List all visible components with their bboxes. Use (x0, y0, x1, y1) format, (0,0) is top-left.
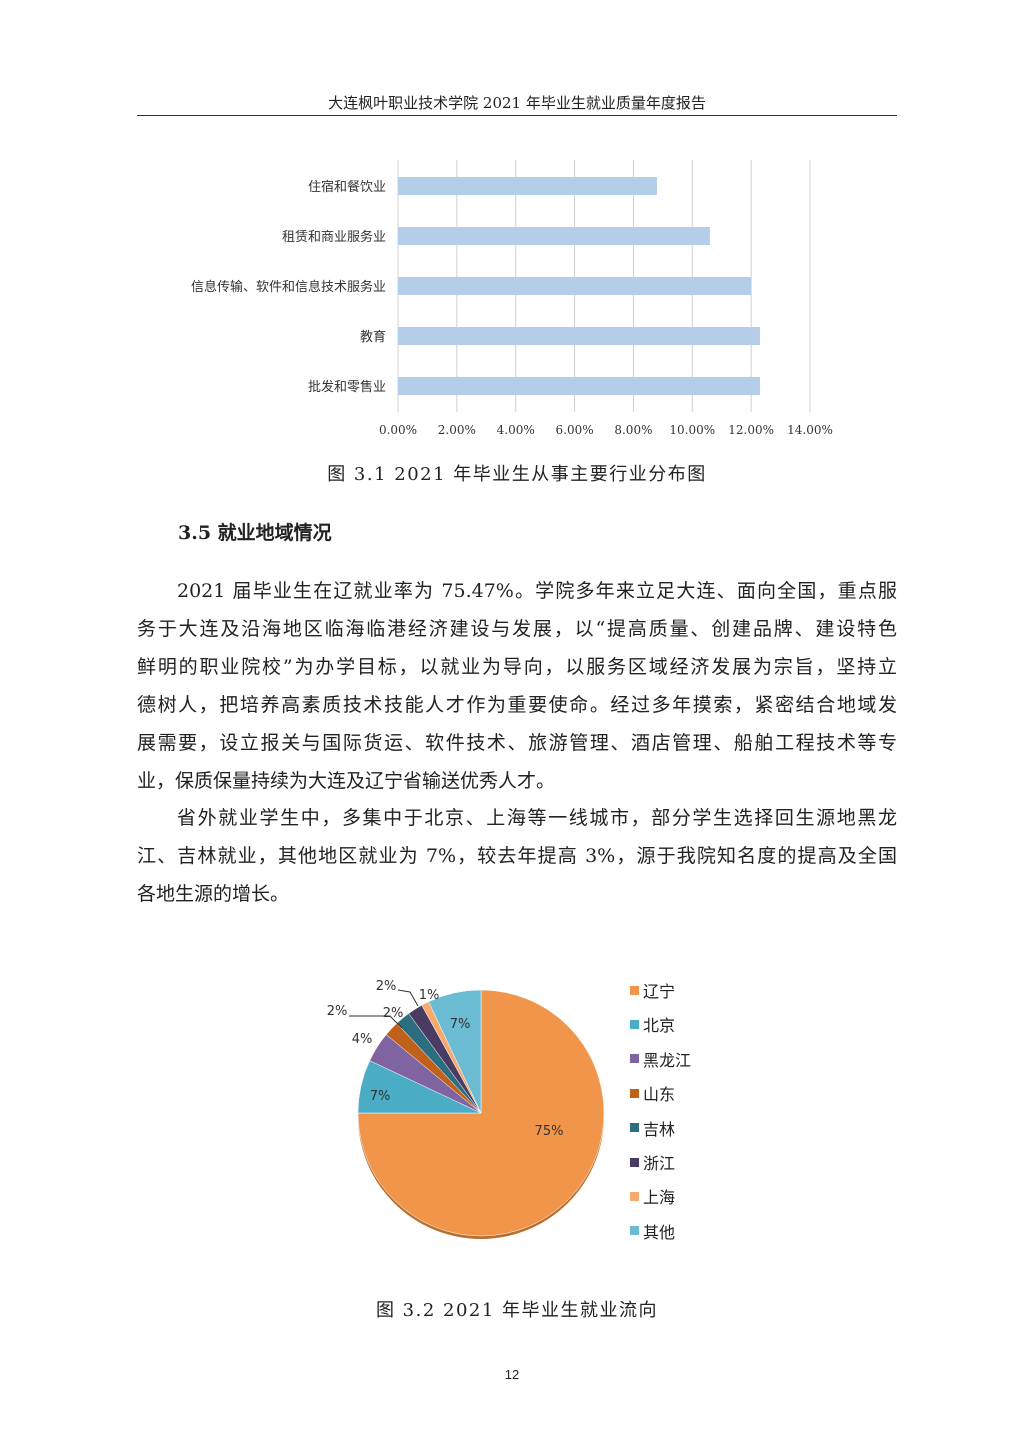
data-label: 7% (450, 1017, 471, 1032)
legend-item: 其他 (630, 1221, 676, 1242)
category-label: 教育 (360, 329, 386, 345)
legend-item: 北京 (630, 1014, 676, 1036)
legend-swatch (630, 1157, 639, 1167)
header-rule (137, 115, 897, 116)
legend-swatch (630, 1019, 639, 1029)
legend-item: 辽宁 (630, 980, 676, 1001)
pie-slice (428, 989, 482, 1114)
leader-line (349, 1015, 403, 1029)
figure-3-1-caption: 图 3.1 2021 年毕业生从事主要行业分布图 (327, 464, 707, 485)
paragraph-1: 2021 届毕业生在辽就业率为 75.47%。学院多年来立足大连、面向全国，重点… (137, 572, 897, 800)
category-label: 信息传输、软件和信息技术服务业 (191, 279, 386, 295)
legend-swatch (630, 1123, 639, 1133)
x-tick-label: 8.00% (614, 423, 652, 437)
data-label: 2% (376, 979, 397, 994)
legend-label: 上海 (643, 1188, 676, 1208)
data-label: 75% (535, 1124, 564, 1139)
x-tick-label: 10.00% (669, 423, 715, 437)
legend-label: 浙江 (643, 1154, 676, 1173)
bar (398, 277, 752, 295)
x-tick-label: 14.00% (787, 423, 833, 437)
text-line: 业，保质保量持续为大连及辽宁省输送优秀人才。 (137, 770, 556, 792)
data-label: 2% (327, 1004, 348, 1019)
legend-label: 黑龙江 (643, 1050, 692, 1070)
text-line: 鲜明的职业院校”为办学目标，以就业为导向，以服务区域经济发展为宗旨，坚持立 (137, 656, 897, 678)
legend-item: 黑龙江 (630, 1049, 692, 1070)
legend-label: 辽宁 (643, 982, 676, 1001)
category-label: 批发和零售业 (308, 379, 386, 395)
text-line: 省外就业学生中，多集中于北京、上海等一线城市，部分学生选择回生源地黑龙 (177, 807, 897, 829)
text-line: 务于大连及沿海地区临海临港经济建设与发展，以“提高质量、创建品牌、建设特色 (137, 618, 897, 640)
legend-label: 吉林 (643, 1119, 676, 1139)
industry-bar-chart: 0.00% 2.00% 4.00% 6.00% 8.00% 10.00% 12.00% 14.… (191, 160, 833, 437)
data-label: 1% (419, 988, 440, 1003)
page-number: 12 (504, 1367, 520, 1382)
text-line: 江、吉林就业，其他地区就业为 7%，较去年提高 3%，源于我院知名度的提高及全国 (137, 845, 897, 867)
running-header: 大连枫叶职业技术学院 2021 年毕业生就业质量年度报告 (328, 94, 706, 112)
data-label: 2% (383, 1006, 404, 1021)
bar (398, 227, 710, 245)
legend-item: 上海 (630, 1186, 676, 1208)
legend-swatch (630, 1088, 639, 1098)
bar (398, 327, 760, 345)
legend-swatch (630, 985, 639, 995)
text-line: 2021 届毕业生在辽就业率为 75.47%。学院多年来立足大连、面向全国，重点… (177, 580, 897, 602)
legend-label: 其他 (643, 1222, 676, 1242)
legend-item: 吉林 (630, 1118, 676, 1139)
section-heading: 3.5 就业地域情况 (178, 522, 332, 544)
x-tick-label: 0.00% (379, 423, 417, 437)
employment-flow-pie-chart: 75% 7% 4% 2% 2% 2% 1% 7% (327, 979, 605, 1239)
data-label: 4% (352, 1032, 373, 1047)
text-line: 德树人，把培养高素质技术技能人才作为重要使命。经过多年摸索，紧密结合地域发 (137, 694, 897, 716)
x-tick-label: 4.00% (497, 423, 535, 437)
x-tick-label: 12.00% (728, 423, 774, 437)
category-label: 住宿和餐饮业 (308, 179, 386, 195)
legend-label: 北京 (643, 1016, 676, 1036)
x-tick-label: 2.00% (438, 423, 476, 437)
data-label: 7% (370, 1089, 391, 1104)
legend-item: 山东 (630, 1083, 676, 1105)
leader-line (397, 989, 419, 1007)
bar (398, 377, 760, 395)
legend-label: 山东 (643, 1085, 676, 1105)
text-line: 展需要，设立报关与国际货运、软件技术、旅游管理、酒店管理、船舶工程技术等专 (137, 732, 897, 754)
legend-swatch (630, 1054, 639, 1064)
legend-swatch (630, 1226, 639, 1236)
x-tick-label: 6.00% (556, 423, 594, 437)
paragraph-2: 省外就业学生中，多集中于北京、上海等一线城市，部分学生选择回生源地黑龙 江、吉林… (137, 799, 897, 913)
legend-item: 浙江 (630, 1152, 676, 1173)
text-line: 各地生源的增长。 (137, 883, 290, 905)
bar (398, 177, 657, 195)
legend-swatch (630, 1191, 639, 1201)
category-label: 租赁和商业服务业 (282, 229, 386, 245)
figure-3-2-caption: 图 3.2 2021 年毕业生就业流向 (375, 1300, 659, 1321)
